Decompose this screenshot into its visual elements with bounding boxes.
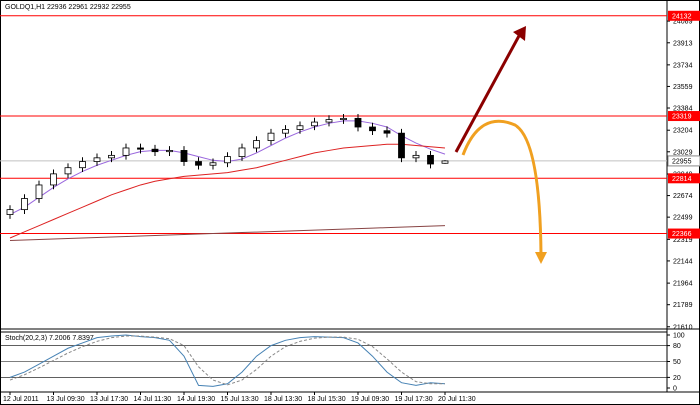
level-label-box xyxy=(668,228,700,239)
candle-body xyxy=(151,148,159,153)
level-label: 22814 xyxy=(672,176,692,183)
candle-body xyxy=(311,121,318,127)
candle-body xyxy=(412,154,420,159)
level-label: 24132 xyxy=(672,13,692,20)
indicator-title: Stoch(20,2,3) 7.2006 7.8397 xyxy=(5,335,94,342)
candle-body xyxy=(108,154,115,159)
candle-body xyxy=(354,117,362,128)
y-tick-label: 23734 xyxy=(673,62,693,69)
x-tick-label: 13 Jul 09:30 xyxy=(47,396,85,403)
candle-body xyxy=(383,130,391,134)
candle-body xyxy=(267,132,275,141)
moving-average xyxy=(9,225,446,241)
x-tick-label: 19 Jul 09:30 xyxy=(351,396,389,403)
arrow-down xyxy=(461,119,543,256)
y-tick-label: 22319 xyxy=(673,237,693,244)
y-tick-label: 22674 xyxy=(673,193,693,200)
stochastic-main xyxy=(9,334,446,387)
y-tick-label: 21610 xyxy=(673,324,693,331)
x-tick-label: 13 Jul 17:30 xyxy=(90,396,128,403)
y-tick-label: 23029 xyxy=(673,149,693,156)
indicator-tick-label: 0 xyxy=(673,386,677,393)
candle-body xyxy=(122,147,130,156)
indicator-tick-label: 100 xyxy=(673,333,685,340)
x-tick-label: 12 Jul 2011 xyxy=(3,396,39,403)
candle-body xyxy=(238,147,246,158)
candle-body xyxy=(340,117,347,121)
candle-body xyxy=(253,140,260,149)
x-tick-label: 18 Jul 13:30 xyxy=(264,396,302,403)
candle-body xyxy=(398,132,405,159)
x-tick-label: 18 Jul 15:30 xyxy=(308,396,346,403)
candle-body xyxy=(79,161,86,169)
candle-body xyxy=(6,209,14,215)
level-label-box xyxy=(668,10,700,21)
candle-body xyxy=(427,154,434,165)
candle-body xyxy=(441,160,449,164)
candle-body xyxy=(93,157,101,162)
y-tick-label: 22499 xyxy=(673,215,693,222)
x-tick-label: 14 Jul 19:30 xyxy=(177,396,215,403)
y-tick-label: 24089 xyxy=(673,19,693,26)
level-label-box xyxy=(668,111,700,122)
candle-body xyxy=(137,147,144,150)
y-tick-label: 22144 xyxy=(673,258,693,265)
indicator-tick-label: 50 xyxy=(673,359,681,366)
candle-body xyxy=(166,150,173,153)
candle-body xyxy=(35,184,43,199)
last-price-box xyxy=(667,155,700,167)
y-tick-label: 23384 xyxy=(673,106,693,113)
chart-title: GOLDQ1,H1 22936 22961 22932 22955 xyxy=(5,4,131,11)
y-tick-label: 23204 xyxy=(673,128,693,135)
y-tick-label: 23559 xyxy=(673,84,693,91)
level-label: 23319 xyxy=(672,114,692,121)
candle-body xyxy=(195,161,202,166)
y-tick-label: 23913 xyxy=(673,40,693,47)
arrow-up xyxy=(454,33,522,153)
x-tick-label: 15 Jul 13:30 xyxy=(221,396,259,403)
candle-body xyxy=(282,129,289,134)
x-tick-label: 14 Jul 11:30 xyxy=(134,396,172,403)
y-tick-label: 21789 xyxy=(673,302,693,309)
candle-body xyxy=(296,125,304,130)
candle-body xyxy=(180,150,188,162)
candle-body xyxy=(209,162,217,166)
level-label: 22366 xyxy=(672,231,692,238)
arrowhead-up xyxy=(513,26,526,41)
y-tick-label: 21964 xyxy=(673,281,693,288)
last-price-label: 22955 xyxy=(672,158,692,165)
x-tick-label: 20 Jul 11:30 xyxy=(438,396,476,403)
stochastic-signal xyxy=(9,335,445,386)
x-tick-label: 19 Jul 17:30 xyxy=(395,396,433,403)
indicator-tick-label: 20 xyxy=(673,375,681,382)
moving-average xyxy=(9,143,446,239)
candle-body xyxy=(50,173,57,186)
arrowhead-down xyxy=(535,252,547,264)
candle-body xyxy=(21,198,28,211)
level-label-box xyxy=(668,173,700,184)
candle-body xyxy=(369,126,376,132)
candle-body xyxy=(64,167,72,175)
candle-body xyxy=(325,119,333,123)
indicator-tick-label: 80 xyxy=(673,343,681,350)
candle-body xyxy=(224,156,231,164)
